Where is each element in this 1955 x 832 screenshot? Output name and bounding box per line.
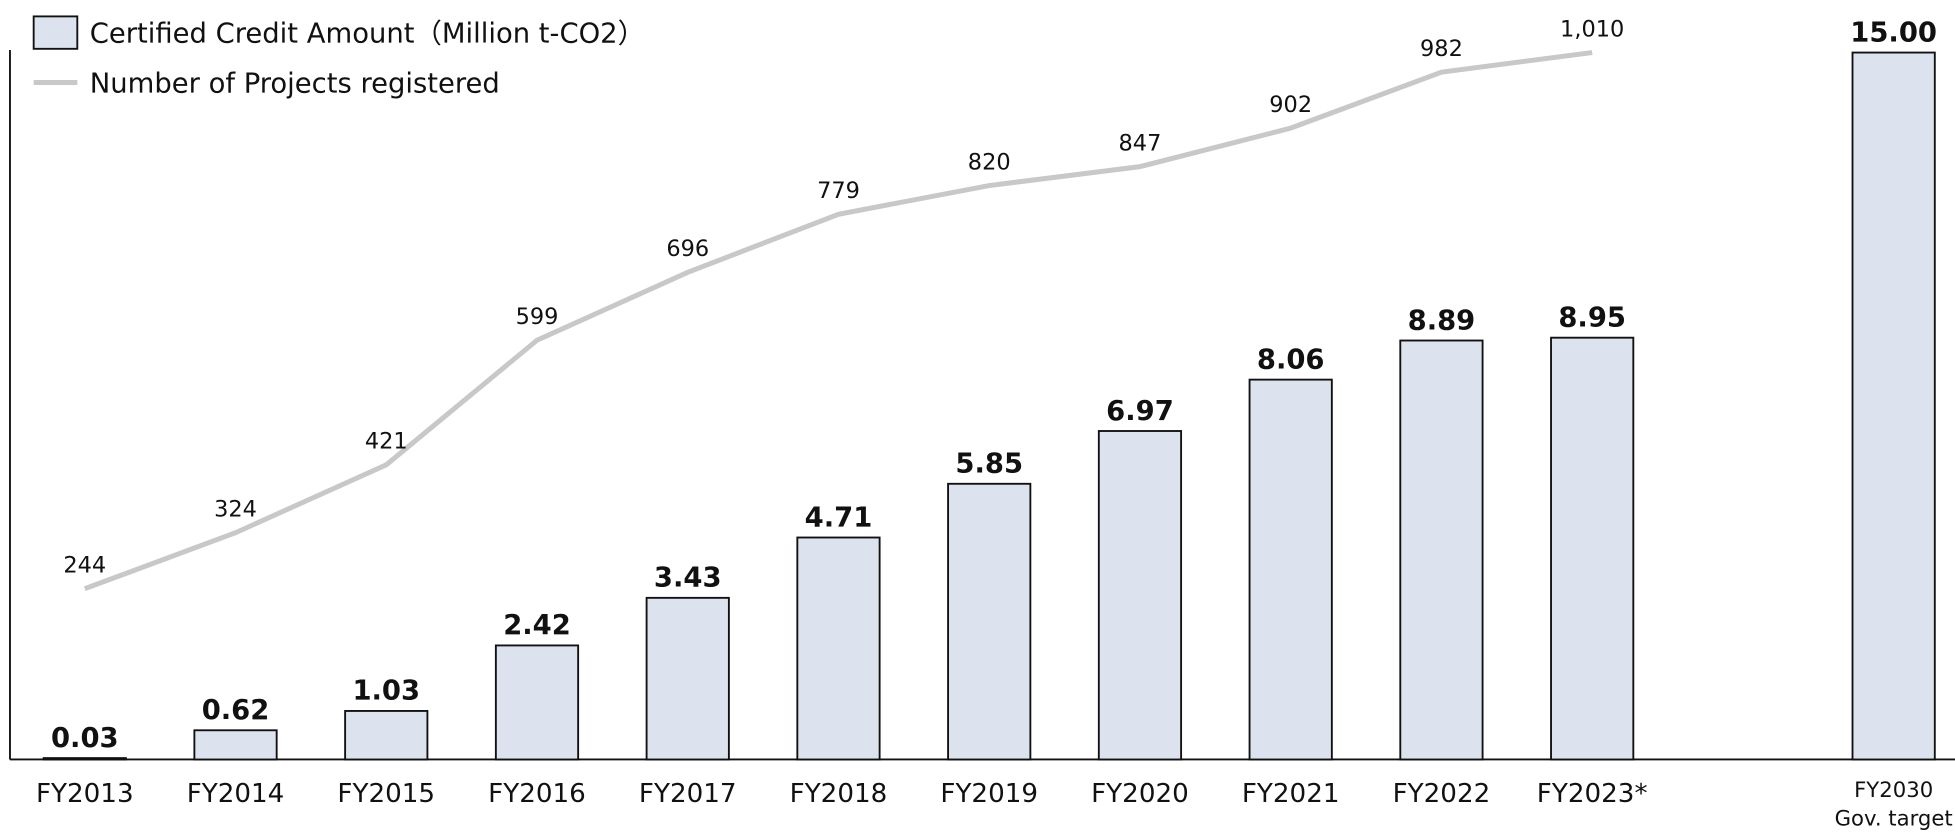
legend-label: Number of Projects registered bbox=[90, 68, 500, 99]
bar-value-label: 4.71 bbox=[805, 502, 873, 533]
bar-value-label: 1.03 bbox=[352, 676, 420, 707]
legend-swatch bbox=[32, 15, 79, 50]
x-tick-label: FY2018 bbox=[790, 779, 888, 809]
bar bbox=[1097, 430, 1183, 761]
bar bbox=[344, 710, 429, 761]
x-tick-label: FY2020 bbox=[1091, 779, 1189, 809]
x-tick-label: FY2013 bbox=[36, 779, 134, 809]
line-value-label: 820 bbox=[968, 149, 1011, 175]
x-tick-label: FY2016 bbox=[488, 779, 586, 809]
bar bbox=[947, 482, 1032, 761]
line-value-label: 599 bbox=[516, 304, 559, 330]
bar-value-label: 6.97 bbox=[1106, 396, 1174, 427]
line-value-label: 696 bbox=[666, 236, 709, 262]
bar bbox=[796, 536, 881, 761]
bar-value-label: 15.00 bbox=[1850, 17, 1937, 48]
line-value-label: 982 bbox=[1420, 36, 1463, 62]
bar bbox=[193, 729, 278, 761]
line bbox=[83, 50, 1593, 592]
line-value-label: 902 bbox=[1269, 92, 1312, 118]
bar-value-label: 2.42 bbox=[503, 610, 571, 641]
x-tick-label: FY2030 bbox=[1854, 777, 1933, 802]
bar-value-label: 3.43 bbox=[654, 563, 722, 594]
bar-value-label: 5.85 bbox=[955, 449, 1023, 480]
line-value-label: 779 bbox=[817, 178, 860, 204]
line-value-label: 324 bbox=[214, 497, 257, 523]
bar bbox=[1851, 51, 1936, 761]
target-note: Gov. target bbox=[1835, 806, 1953, 831]
bar bbox=[42, 757, 127, 761]
line-value-label: 244 bbox=[63, 553, 106, 579]
bar-value-label: 0.03 bbox=[51, 723, 119, 754]
bar-value-label: 8.95 bbox=[1558, 302, 1626, 333]
bar-value-label: 8.89 bbox=[1408, 305, 1476, 336]
bar-value-label: 8.06 bbox=[1257, 344, 1325, 375]
x-tick-label: FY2023* bbox=[1537, 779, 1648, 809]
line-value-label: 1,010 bbox=[1560, 16, 1624, 42]
x-tick-label: FY2022 bbox=[1393, 779, 1491, 809]
x-tick-label: FY2014 bbox=[187, 779, 285, 809]
line-value-label: 847 bbox=[1119, 130, 1162, 156]
line-value-label: 421 bbox=[365, 429, 408, 455]
x-tick-label: FY2019 bbox=[940, 779, 1038, 809]
legend-label: Certified Credit Amount（Million t-CO2） bbox=[90, 19, 645, 50]
bar bbox=[1248, 378, 1333, 761]
x-tick-label: FY2021 bbox=[1242, 779, 1340, 809]
bar-value-label: 0.62 bbox=[202, 695, 270, 726]
bar bbox=[494, 644, 580, 761]
x-tick-label: FY2015 bbox=[337, 779, 435, 809]
x-tick-label: FY2017 bbox=[639, 779, 737, 809]
bar bbox=[645, 596, 730, 761]
bar bbox=[1550, 336, 1635, 761]
bar bbox=[1399, 339, 1484, 761]
